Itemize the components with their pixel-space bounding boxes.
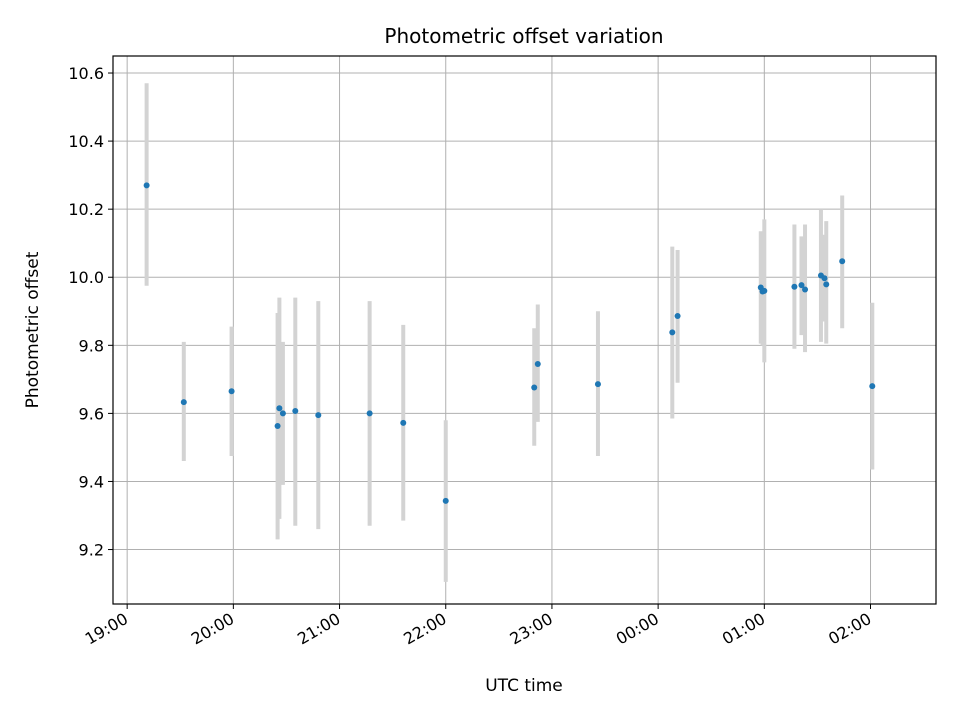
data-point [366, 410, 373, 417]
data-point [791, 283, 798, 290]
data-point [180, 399, 187, 406]
data-point [594, 381, 601, 388]
chart-title: Photometric offset variation [384, 24, 663, 48]
data-point [143, 182, 150, 189]
y-tick-label: 9.6 [79, 404, 104, 423]
data-point [761, 287, 768, 294]
y-tick-label: 10.4 [68, 132, 104, 151]
y-tick-label: 9.4 [79, 472, 104, 491]
data-point [274, 422, 281, 429]
data-point [315, 412, 322, 419]
data-point [669, 329, 676, 336]
data-point [869, 383, 876, 390]
data-point [400, 419, 407, 426]
data-points [143, 182, 876, 504]
y-tick-label: 9.8 [79, 336, 104, 355]
y-axis: 9.2 9.4 9.6 9.8 10.0 10.2 10.4 10.6 [68, 64, 113, 560]
data-point [228, 388, 235, 395]
data-point [821, 275, 828, 282]
grid [113, 56, 936, 604]
data-point [802, 286, 809, 293]
y-axis-label: Photometric offset [23, 251, 43, 408]
data-point [279, 410, 286, 417]
y-tick-label: 9.2 [79, 541, 104, 560]
y-tick-label: 10.2 [68, 200, 104, 219]
x-axis-label: UTC time [485, 676, 563, 696]
data-point [292, 408, 299, 415]
data-point [276, 405, 283, 412]
y-tick-label: 10.6 [68, 64, 104, 83]
y-tick-label: 10.0 [68, 268, 104, 287]
plot-frame [112, 55, 937, 605]
data-point [823, 281, 830, 288]
data-point [442, 497, 449, 504]
data-point [531, 384, 538, 391]
data-point [674, 313, 681, 320]
data-point [798, 282, 805, 289]
data-point [839, 258, 846, 265]
data-point [534, 361, 541, 368]
